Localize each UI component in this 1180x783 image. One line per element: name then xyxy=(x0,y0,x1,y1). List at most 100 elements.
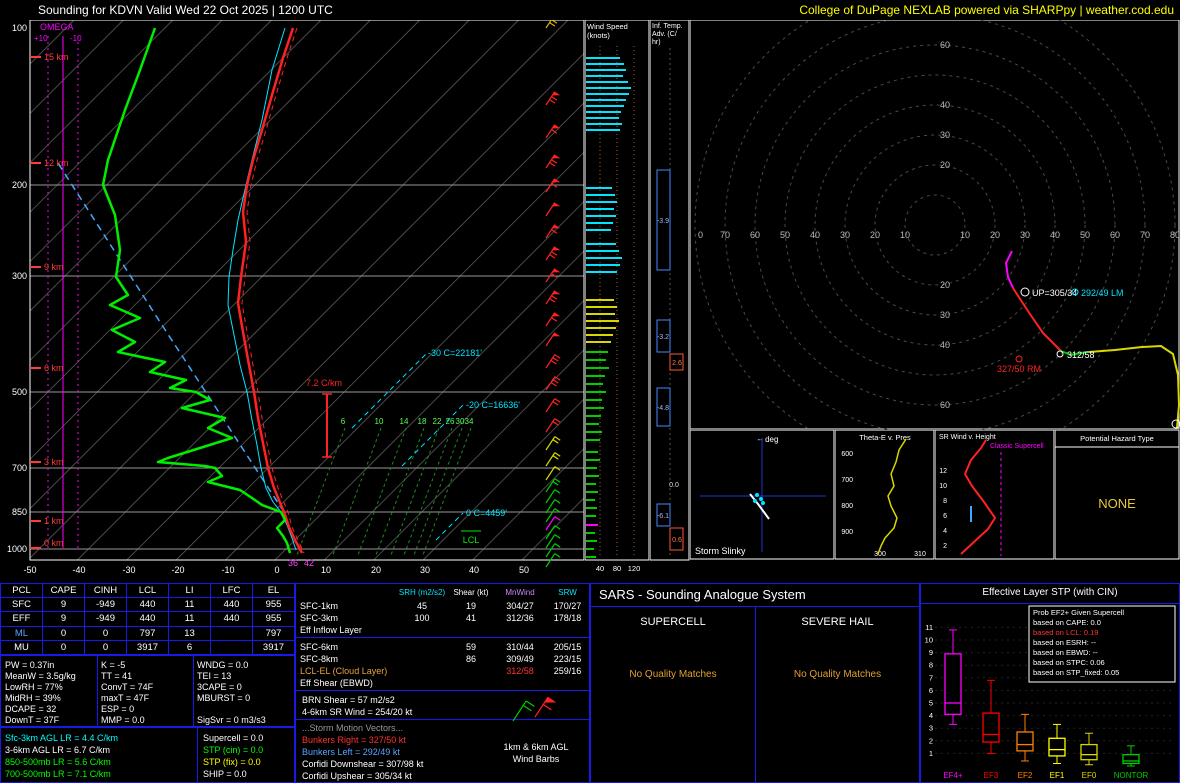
hodograph-frame xyxy=(690,20,1180,430)
thermo-param: ESP = 0 xyxy=(101,704,135,714)
speed-axis-label: 40 xyxy=(596,564,604,573)
mean-wind-marker xyxy=(1056,350,1064,358)
ring-label: 40 xyxy=(940,100,950,110)
parcel-row-ml[interactable]: ML 0 0 797 13 797 xyxy=(0,625,295,641)
pressure-label: 850 xyxy=(12,507,27,517)
ring-label: 70 xyxy=(1140,230,1150,240)
mixing-ratio-line xyxy=(375,427,425,556)
temp-advection-panel: Inf. Temp.Adv. (C/hr) -3.9 -3.2 2.6 -4.8 0.0 -… xyxy=(650,20,690,561)
storm-motion-vector: Bunkers Right = 327/50 kt xyxy=(302,735,406,745)
stp-legend-box xyxy=(1028,605,1176,683)
ring-label: 20 xyxy=(940,160,950,170)
kine-mnwind-value: 310/44 xyxy=(506,642,534,652)
mixing-ratio-label: 14 xyxy=(400,417,409,426)
sr-wind-panel: SR Wind v. Height Classic Supercell 2 4 6 8 10… xyxy=(935,430,1055,560)
hodo-ring xyxy=(904,194,966,256)
temp-axis-label: -50 xyxy=(23,565,36,575)
thetae-xtick: 300 xyxy=(874,551,886,558)
wind-barb-icon xyxy=(545,452,561,467)
ring-label: 10 xyxy=(900,230,910,240)
parcel-value: 440 xyxy=(126,597,169,613)
parcel-value: 9 xyxy=(42,597,85,613)
parcel-row-mu[interactable]: MU 0 0 3917 6 3917 xyxy=(0,639,295,656)
stp-category-label: NONTOR xyxy=(1114,771,1149,780)
isotherm-height-label: 0 C=4459' xyxy=(466,508,507,518)
hodo-ring xyxy=(844,134,1026,316)
kine-row-label: SFC-6km xyxy=(300,642,338,652)
ring-label: 30 xyxy=(940,310,950,320)
stp-box-ef2: EF2 xyxy=(1016,713,1034,780)
parcel-label[interactable]: ML xyxy=(0,625,43,641)
hazard-title: Potential Hazard Type xyxy=(1080,434,1154,443)
parcel-trace xyxy=(55,159,285,513)
stp-category-label: EF2 xyxy=(1018,771,1033,780)
mixing-ratio-label: 34 xyxy=(465,417,474,426)
thermo-param: TT = 41 xyxy=(101,671,133,681)
ring-label: 30 xyxy=(940,130,950,140)
temperature-trace xyxy=(236,27,304,554)
divider xyxy=(296,637,589,638)
thetae-title: Theta-E v. Pres xyxy=(859,433,911,442)
thetae-panel: Theta-E v. Pres 600 700 800 900 300 310 xyxy=(835,430,935,560)
wind-barb-icon xyxy=(545,332,561,347)
height-label: 1 km xyxy=(44,516,64,526)
wind-barb-icon xyxy=(545,154,561,169)
temp-adv-frame xyxy=(650,20,690,561)
divider xyxy=(97,656,98,726)
wind-barb-icon xyxy=(545,290,561,305)
parcel-table: PCL CAPE CINH LCL LI LFC EL SFC 9 -949 440 11 440 955… xyxy=(0,582,295,656)
agl-wind-barbs xyxy=(512,696,557,722)
pressure-label: 100 xyxy=(12,23,27,33)
parcel-value: 3917 xyxy=(126,639,169,656)
hodo-trace-seg-upper xyxy=(1005,250,1014,289)
pressure-label: 500 xyxy=(12,387,27,397)
warm-adv-box xyxy=(669,353,684,371)
sars-hail-message: No Quality Matches xyxy=(793,669,882,680)
stp-legend-title: Prob EF2+ Given Supercell xyxy=(1033,608,1124,617)
wind-barb-icon xyxy=(545,478,561,493)
isotherm-grid xyxy=(30,20,470,460)
isotherm-grid xyxy=(175,151,584,560)
parcel-label[interactable]: MU xyxy=(0,639,43,656)
mixing-ratio-line xyxy=(403,427,453,556)
ring-label: 10 xyxy=(960,230,970,240)
agl-6km-barb-icon xyxy=(534,696,557,718)
mixing-ratio-line xyxy=(357,427,407,556)
temp-axis-label: 50 xyxy=(519,565,529,575)
ring-label: 0 xyxy=(698,230,703,240)
thetae-xtick: 310 xyxy=(914,551,926,558)
stp-legend-entry: based on STPC: 0.06 xyxy=(1033,658,1105,667)
pressure-label: 700 xyxy=(12,463,27,473)
thetae-frame xyxy=(835,430,935,560)
upshear-marker xyxy=(1020,287,1030,297)
parcel-row-eff[interactable]: EFF 9 -949 440 11 440 955 xyxy=(0,611,295,627)
cold-adv-box xyxy=(656,503,671,527)
parcel-label[interactable]: EFF xyxy=(0,611,43,627)
wind-barb-icon xyxy=(545,534,561,549)
lapse-rate-annotation: 7.2 C/km xyxy=(306,378,342,388)
isotherm-grid xyxy=(30,20,519,510)
temp-axis-label: 40 xyxy=(469,565,479,575)
mixing-ratio-label: 10 xyxy=(375,417,384,426)
hodo-ring xyxy=(874,164,996,286)
brand-link[interactable]: College of DuPage NEXLAB powered via SHA… xyxy=(799,3,1174,17)
parcel-value: 440 xyxy=(210,597,253,613)
parcel-row-sfc[interactable]: SFC 9 -949 440 11 440 955 xyxy=(0,597,295,613)
wind-barb-icon xyxy=(545,224,561,239)
wind-barb-icon xyxy=(545,499,561,514)
parcel-value: 3917 xyxy=(252,639,295,656)
slinky-title: Storm Slinky xyxy=(695,546,746,556)
hodo-ring xyxy=(784,74,1086,376)
ring-label: 60 xyxy=(750,230,760,240)
parcel-value: 955 xyxy=(252,611,295,627)
parcel-header-cell: EL xyxy=(252,582,295,599)
speed-axis-label: 80 xyxy=(613,564,621,573)
adv-value: 0.0 xyxy=(669,482,679,489)
temp-axis-label: -40 xyxy=(72,565,85,575)
height-label: 15 km xyxy=(44,52,69,62)
wind-barb-icon xyxy=(545,436,561,451)
parcel-label[interactable]: SFC xyxy=(0,597,43,613)
wetbulb-trace xyxy=(227,27,297,551)
speed-axis-label: 120 xyxy=(628,564,641,573)
thermo-param: DownT = 37F xyxy=(5,715,60,725)
